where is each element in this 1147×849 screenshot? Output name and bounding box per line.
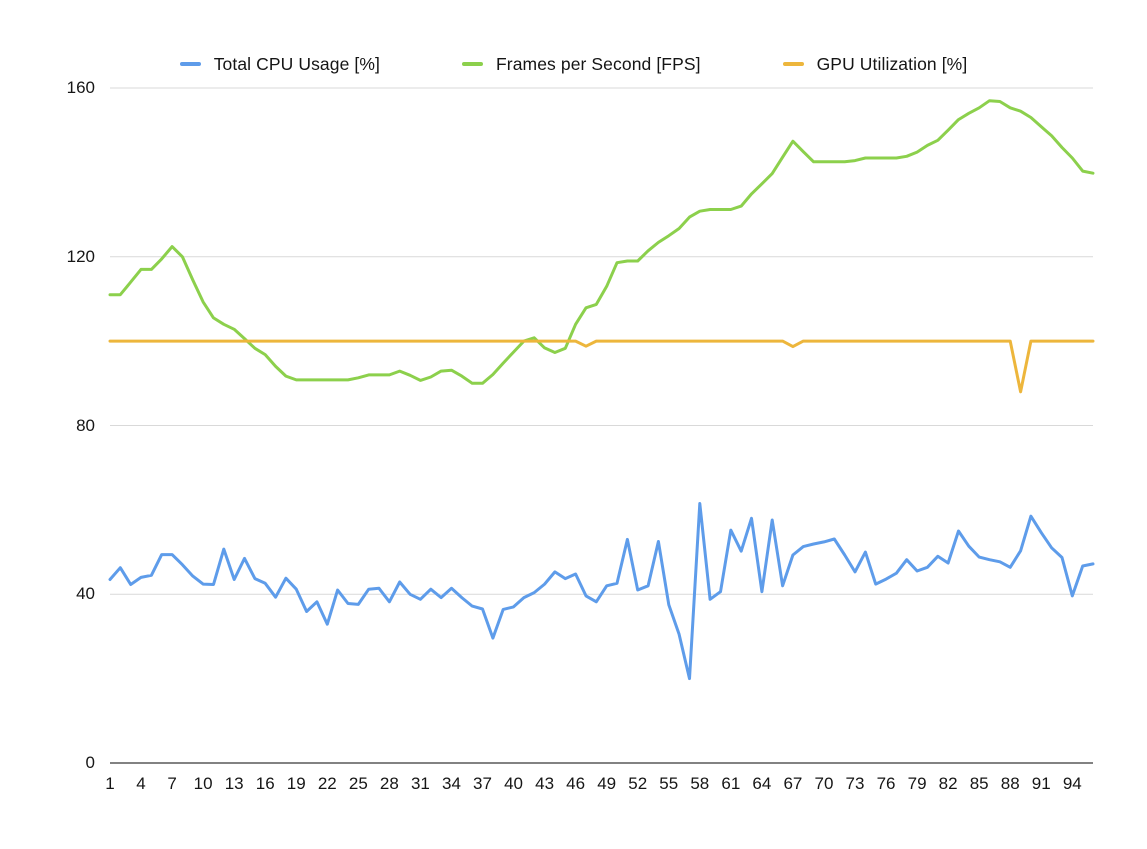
y-tick-label: 0: [85, 753, 95, 772]
x-tick-label: 16: [255, 774, 275, 793]
x-tick-label: 25: [348, 774, 368, 793]
x-tick-label: 4: [136, 774, 146, 793]
x-tick-label: 49: [597, 774, 617, 793]
legend-item-fps: Frames per Second [FPS]: [461, 53, 701, 75]
x-tick-label: 22: [317, 774, 337, 793]
x-tick-label: 37: [473, 774, 492, 793]
cpu-line: [108, 502, 1095, 681]
x-tick-label: 55: [659, 774, 679, 793]
x-tick-label: 94: [1062, 774, 1082, 793]
legend-item-cpu: Total CPU Usage [%]: [179, 53, 380, 75]
x-tick-label: 46: [566, 774, 586, 793]
x-tick-label: 82: [938, 774, 958, 793]
gpu-series-label: GPU Utilization [%]: [816, 53, 968, 74]
x-tick-label: 85: [969, 774, 989, 793]
x-tick-label: 79: [907, 774, 927, 793]
gpu-line: [108, 339, 1095, 394]
fps-line: [108, 99, 1095, 385]
series-lines: [108, 99, 1095, 681]
x-tick-label: 58: [690, 774, 710, 793]
x-tick-label: 7: [167, 774, 177, 793]
y-tick-label: 80: [76, 415, 95, 435]
x-tick-label: 91: [1031, 774, 1051, 793]
x-tick-label: 28: [379, 774, 399, 793]
x-tick-label: 61: [721, 774, 741, 793]
x-tick-label: 70: [814, 774, 834, 793]
x-tick-label: 64: [752, 774, 772, 793]
x-tick-label: 31: [410, 774, 430, 793]
x-tick-label: 40: [504, 774, 523, 793]
cpu-series-swatch: [179, 62, 201, 66]
fps-series-label: Frames per Second [FPS]: [495, 53, 701, 74]
x-tick-label: 10: [193, 774, 213, 793]
x-tick-label: 13: [224, 774, 244, 793]
x-tick-label: 34: [441, 774, 461, 793]
x-tick-label: 76: [876, 774, 896, 793]
legend-item-gpu: GPU Utilization [%]: [782, 53, 968, 75]
y-tick-label: 120: [66, 246, 95, 266]
x-tick-label: 73: [845, 774, 865, 793]
y-tick-label: 160: [66, 78, 95, 97]
y-tick-label: 40: [76, 584, 95, 604]
gpu-series-swatch: [782, 62, 804, 66]
x-tick-label: 67: [783, 774, 803, 793]
fps-series-swatch: [461, 62, 483, 66]
x-tick-label: 52: [628, 774, 648, 793]
gridlines: [110, 87, 1093, 764]
legend: Total CPU Usage [%] Frames per Second [F…: [0, 50, 1147, 78]
x-tick-label: 19: [286, 774, 306, 793]
x-tick-label: 88: [1000, 774, 1020, 793]
x-tick-label: 1: [105, 774, 115, 793]
x-tick-label: 43: [535, 774, 555, 793]
cpu-series-label: Total CPU Usage [%]: [213, 53, 380, 74]
